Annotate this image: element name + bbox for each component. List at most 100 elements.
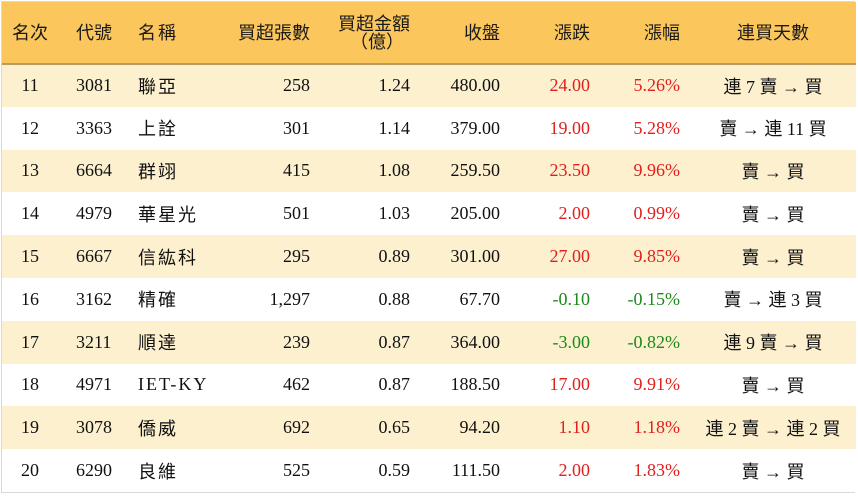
- cell-name: 精確: [138, 290, 178, 311]
- cell-name: 聯亞: [138, 76, 178, 97]
- table-row: 12 3363 上詮 301 1.14 379.00 19.00 5.28% 賣 → 連 11 …: [2, 106, 856, 150]
- table-row: 11 3081 聯亞 258 1.24 480.00 24.00 5.26% 連 7 賣 → 買: [2, 64, 856, 107]
- cell-rank: 11: [21, 75, 39, 96]
- cell-change: -0.10: [552, 288, 591, 309]
- cell-change-pct: 1.83%: [633, 460, 681, 481]
- cell-amount: 1.14: [378, 117, 411, 138]
- cell-shares: 462: [283, 374, 310, 395]
- header-change: 漲跌: [510, 2, 600, 65]
- cell-change-pct: 5.26%: [633, 75, 681, 96]
- cell-close: 111.50: [451, 460, 500, 481]
- cell-code: 6290: [76, 460, 112, 481]
- cell-amount: 0.88: [378, 288, 411, 309]
- cell-code: 3363: [76, 117, 112, 138]
- header-name: 名稱: [128, 2, 218, 65]
- cell-streak: 賣 → 買: [741, 247, 805, 268]
- cell-rank: 14: [21, 203, 39, 224]
- cell-change-pct: -0.82%: [627, 331, 681, 352]
- cell-name: 群翊: [138, 161, 178, 182]
- table-row: 16 3162 精確 1,297 0.88 67.70 -0.10 -0.15% 賣 → 連 3…: [2, 277, 856, 321]
- cell-change-pct: 9.85%: [633, 246, 681, 267]
- cell-streak: 連 9 賣 → 買: [723, 333, 823, 354]
- cell-close: 480.00: [450, 75, 501, 96]
- cell-code: 3078: [76, 417, 112, 438]
- cell-code: 6664: [76, 160, 112, 181]
- cell-change-pct: 1.18%: [633, 417, 681, 438]
- cell-name: 僑威: [138, 418, 178, 439]
- header-row: 名次 代號 名稱 買超張數 買超金額 （億） 收盤 漲跌 漲幅 連買天數: [2, 2, 856, 65]
- cell-change-pct: -0.15%: [627, 288, 681, 309]
- table-row: 19 3078 僑威 692 0.65 94.20 1.10 1.18% 連 2 賣 → 連 2…: [2, 406, 856, 450]
- cell-change: -3.00: [552, 331, 591, 352]
- cell-rank: 19: [21, 417, 39, 438]
- cell-change-pct: 0.99%: [633, 203, 681, 224]
- cell-amount: 0.89: [378, 246, 411, 267]
- cell-code: 6667: [76, 246, 112, 267]
- cell-change: 17.00: [549, 374, 591, 395]
- cell-close: 364.00: [450, 331, 501, 352]
- cell-close: 94.20: [459, 417, 501, 438]
- cell-name: 華星光: [138, 204, 198, 225]
- table-row: 14 4979 華星光 501 1.03 205.00 2.00 0.99% 賣 → 買: [2, 192, 856, 236]
- table-body: 11 3081 聯亞 258 1.24 480.00 24.00 5.26% 連 7 賣 → 買…: [2, 64, 856, 492]
- cell-streak: 賣 → 買: [741, 461, 805, 482]
- cell-change: 27.00: [549, 246, 591, 267]
- cell-shares: 501: [283, 203, 310, 224]
- cell-amount: 1.08: [378, 160, 411, 181]
- cell-change: 2.00: [558, 203, 591, 224]
- cell-change: 2.00: [558, 460, 591, 481]
- cell-name: 上詮: [138, 119, 178, 140]
- cell-close: 205.00: [450, 203, 501, 224]
- header-streak: 連買天數: [690, 2, 856, 65]
- header-amount: 買超金額 （億）: [320, 2, 420, 65]
- cell-rank: 12: [21, 117, 39, 138]
- cell-change: 23.50: [549, 160, 591, 181]
- header-change-pct: 漲幅: [600, 2, 690, 65]
- cell-close: 259.50: [450, 160, 501, 181]
- cell-code: 3162: [76, 288, 112, 309]
- cell-shares: 239: [283, 331, 310, 352]
- cell-shares: 295: [283, 246, 310, 267]
- cell-shares: 415: [283, 160, 310, 181]
- cell-code: 3081: [76, 75, 112, 96]
- cell-code: 4971: [76, 374, 112, 395]
- cell-change: 19.00: [549, 117, 591, 138]
- cell-rank: 13: [21, 160, 39, 181]
- cell-rank: 20: [21, 460, 39, 481]
- cell-rank: 15: [21, 246, 39, 267]
- table-row: 20 6290 良維 525 0.59 111.50 2.00 1.83% 賣 → 買: [2, 449, 856, 492]
- cell-streak: 賣 → 買: [741, 161, 805, 182]
- cell-code: 4979: [76, 203, 112, 224]
- cell-amount: 0.87: [378, 331, 411, 352]
- cell-change-pct: 9.91%: [633, 374, 681, 395]
- cell-change-pct: 9.96%: [633, 160, 681, 181]
- cell-shares: 692: [283, 417, 310, 438]
- cell-amount: 1.03: [378, 203, 411, 224]
- cell-name: IET-KY: [138, 374, 209, 395]
- cell-close: 379.00: [450, 117, 501, 138]
- cell-close: 188.50: [450, 374, 501, 395]
- cell-streak: 連 7 賣 → 買: [723, 76, 823, 97]
- cell-close: 301.00: [450, 246, 501, 267]
- cell-shares: 1,297: [269, 288, 311, 309]
- cell-change-pct: 5.28%: [633, 117, 681, 138]
- cell-change: 1.10: [558, 417, 591, 438]
- cell-rank: 18: [21, 374, 39, 395]
- cell-close: 67.70: [459, 288, 501, 309]
- cell-amount: 0.87: [378, 374, 411, 395]
- cell-name: 良維: [138, 461, 178, 482]
- table-row: 15 6667 信紘科 295 0.89 301.00 27.00 9.85% 賣 → 買: [2, 235, 856, 278]
- cell-streak: 賣 → 買: [741, 204, 805, 225]
- header-shares: 買超張數: [218, 2, 320, 65]
- cell-shares: 301: [283, 117, 310, 138]
- cell-change: 24.00: [549, 75, 591, 96]
- header-code: 代號: [58, 2, 128, 65]
- header-amount-line2: （億）: [350, 31, 404, 52]
- cell-name: 順達: [138, 333, 178, 354]
- cell-amount: 0.59: [378, 460, 411, 481]
- cell-streak: 賣 → 連 11 買: [719, 119, 827, 140]
- cell-streak: 賣 → 買: [741, 375, 805, 396]
- cell-rank: 17: [21, 331, 39, 352]
